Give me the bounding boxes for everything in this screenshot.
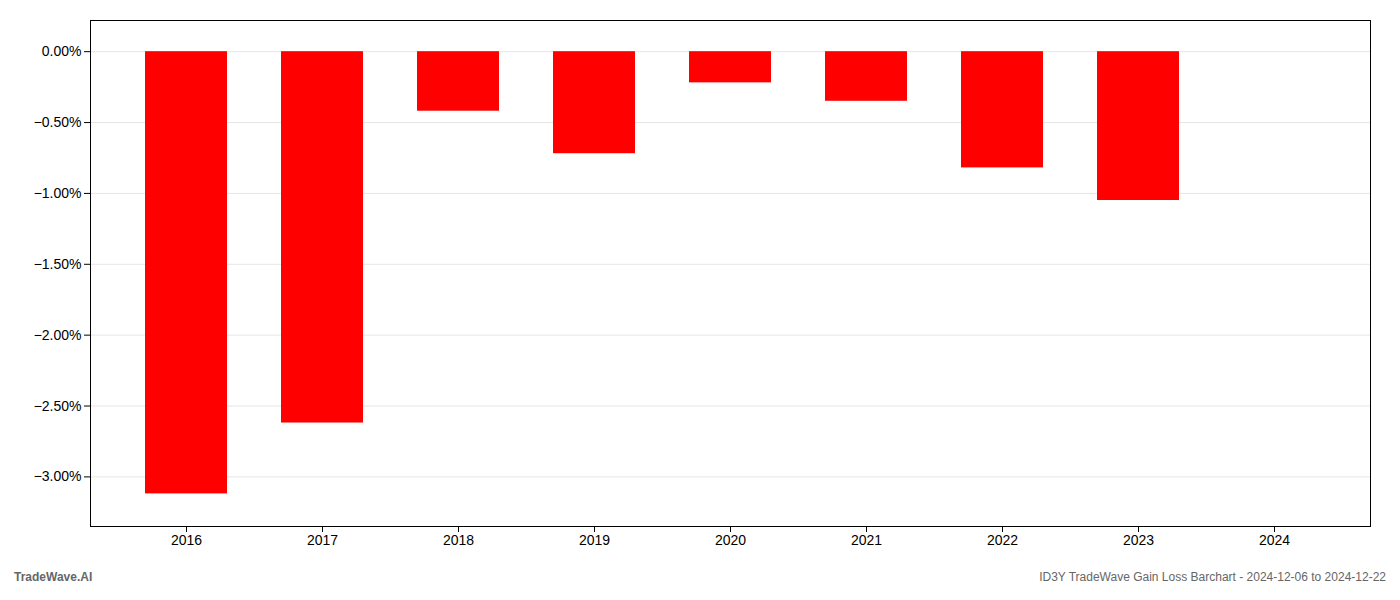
svg-text:−2.00%: −2.00%: [34, 327, 82, 343]
svg-text:0.00%: 0.00%: [42, 43, 82, 59]
svg-text:2023: 2023: [1123, 532, 1154, 548]
html-text:ID3Y TradeWave Gain Loss Barch: ID3Y TradeWave Gain Loss Barchart - 2024…: [1039, 570, 1386, 584]
svg-text:−1.50%: −1.50%: [34, 256, 82, 272]
svg-text:2020: 2020: [715, 532, 746, 548]
svg-text:2017: 2017: [307, 532, 338, 548]
svg-text:2024: 2024: [1259, 532, 1290, 548]
html-text:TradeWave.AI: TradeWave.AI: [14, 570, 93, 584]
svg-text:−3.00%: −3.00%: [34, 468, 82, 484]
svg-text:2019: 2019: [579, 532, 610, 548]
svg-text:−0.50%: −0.50%: [34, 114, 82, 130]
svg-text:−1.00%: −1.00%: [34, 185, 82, 201]
svg-text:2018: 2018: [443, 532, 474, 548]
svg-text:2016: 2016: [171, 532, 202, 548]
svg-text:2022: 2022: [987, 532, 1018, 548]
svg-text:2021: 2021: [851, 532, 882, 548]
svg-text:−2.50%: −2.50%: [34, 398, 82, 414]
